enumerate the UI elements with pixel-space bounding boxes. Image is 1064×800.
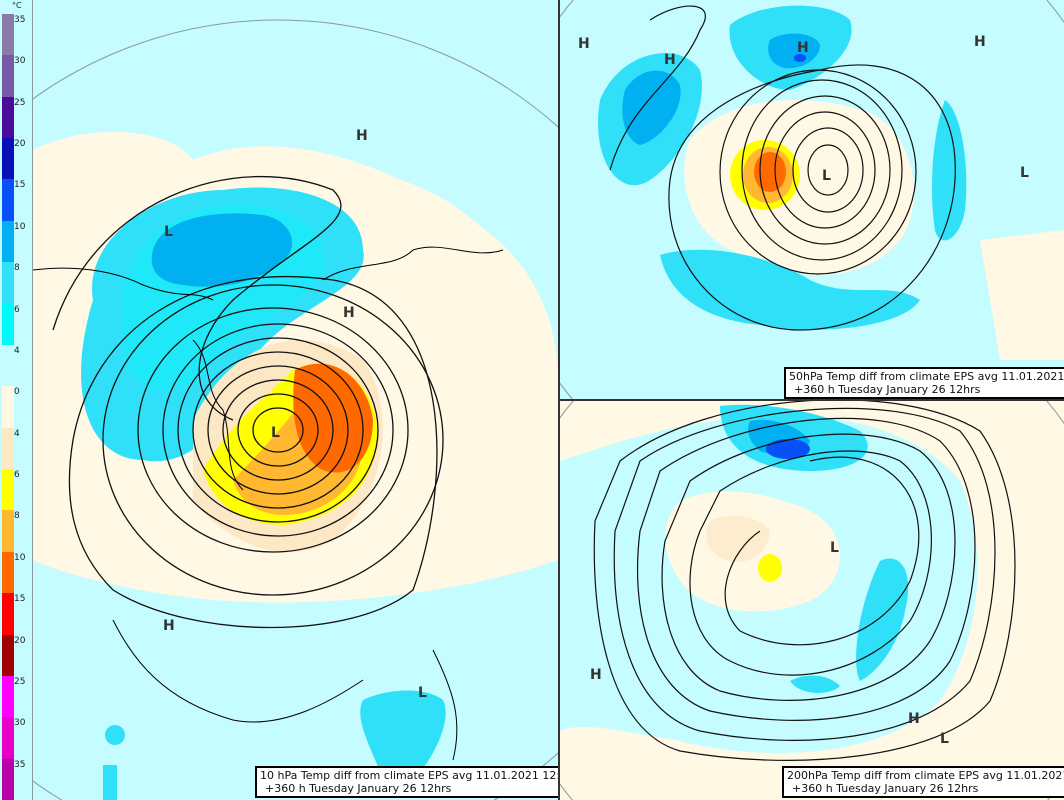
- map-50hpa-field: [560, 0, 1064, 399]
- legend-label: 8: [14, 263, 20, 274]
- legend-swatch: [2, 344, 14, 387]
- legend-swatch: [2, 55, 14, 97]
- legend-swatch: [2, 634, 14, 676]
- legend-swatch: [2, 138, 14, 180]
- caption-valid-time: +360 h Tuesday January 26 12hrs: [265, 782, 452, 795]
- map-10hpa-field: [33, 19, 558, 800]
- low-marker: L: [822, 168, 831, 184]
- legend-label: 20: [14, 139, 26, 150]
- high-marker: H: [356, 128, 368, 144]
- legend-swatch: [2, 551, 14, 594]
- caption-valid-time: +360 h Tuesday January 26 12hrs: [792, 782, 979, 795]
- legend-swatch: [2, 96, 14, 139]
- legend-swatch: [2, 593, 14, 635]
- high-marker: H: [343, 305, 355, 321]
- legend-label: 10: [14, 552, 26, 563]
- legend-label: 20: [14, 635, 26, 646]
- legend-swatch: [2, 262, 14, 304]
- legend-unit: °C: [12, 1, 22, 10]
- legend-swatch: [2, 14, 14, 56]
- high-marker: H: [664, 52, 676, 68]
- legend-swatch: [2, 469, 14, 511]
- legend-label: 4: [14, 345, 20, 356]
- legend-label: 15: [14, 180, 26, 191]
- legend-label: 8: [14, 511, 20, 522]
- legend-label: 0: [14, 387, 20, 398]
- caption-title: 10 hPa Temp diff from climate EPS avg 11…: [260, 769, 560, 782]
- legend-label: 6: [14, 304, 20, 315]
- legend-label: 30: [14, 56, 26, 67]
- caption-50hpa: 50hPa Temp diff from climate EPS avg 11.…: [784, 367, 1064, 399]
- legend-label: 35: [14, 759, 26, 770]
- legend-swatch: [2, 510, 14, 552]
- map-panel-50hpa: H H H H L L 50hPa Temp diff from climate EPS …: [560, 0, 1064, 401]
- caption-valid-time: +360 h Tuesday January 26 12hrs: [794, 383, 981, 396]
- map-panel-10hpa: H L H L H L 10 hPa Temp diff from climate EPS…: [33, 0, 560, 800]
- legend-label: 30: [14, 718, 26, 729]
- legend-label: 25: [14, 97, 26, 108]
- legend-swatch: [2, 386, 14, 428]
- caption-10hpa: 10 hPa Temp diff from climate EPS avg 11…: [255, 766, 560, 798]
- low-marker: L: [271, 425, 280, 441]
- caption-title: 200hPa Temp diff from climate EPS avg 11…: [787, 769, 1064, 782]
- low-marker: L: [830, 540, 839, 556]
- low-marker: L: [1020, 165, 1029, 181]
- legend-label: 4: [14, 428, 20, 439]
- legend-label: 25: [14, 676, 26, 687]
- high-marker: H: [590, 667, 602, 683]
- high-marker: H: [578, 36, 590, 52]
- low-marker: L: [418, 685, 427, 701]
- legend-label: 35: [14, 15, 26, 25]
- high-marker: H: [163, 618, 175, 634]
- low-marker: L: [940, 731, 949, 747]
- caption-title: 50hPa Temp diff from climate EPS avg 11.…: [789, 370, 1064, 383]
- map-panel-200hpa: L H H L 200hPa Temp diff from climate EPS a…: [560, 401, 1064, 800]
- caption-200hpa: 200hPa Temp diff from climate EPS avg 11…: [782, 766, 1064, 798]
- legend-label: 15: [14, 594, 26, 605]
- legend-label: 6: [14, 470, 20, 481]
- legend-swatch: [2, 220, 14, 263]
- legend-swatch: [2, 675, 14, 718]
- low-marker: L: [164, 224, 173, 240]
- legend-swatch: [2, 758, 14, 800]
- legend-swatch: [2, 427, 14, 470]
- legend-swatch: [2, 179, 14, 221]
- legend-label: 10: [14, 221, 26, 232]
- high-marker: H: [797, 40, 809, 56]
- map-200hpa-field: [560, 401, 1064, 800]
- high-marker: H: [908, 711, 920, 727]
- legend-swatch: [2, 717, 14, 759]
- high-marker: H: [974, 34, 986, 50]
- legend-swatch: [2, 303, 14, 345]
- color-legend: °C 35 30 25 20 15 10 8 6 4 0 4 6 8 10 15 20 25 30 35: [0, 0, 33, 800]
